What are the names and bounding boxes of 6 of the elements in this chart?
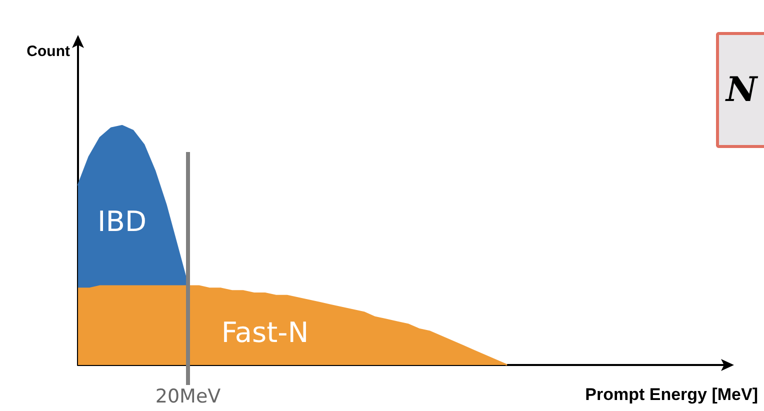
- text: N: [716, 32, 764, 148]
- series-label: IBD: [97, 204, 147, 238]
- x-axis-title: Prompt Energy [MeV]: [585, 385, 758, 404]
- series-label: Fast-N: [221, 316, 309, 350]
- text: 20MeV: [155, 386, 221, 408]
- y-axis-title: Count: [26, 43, 70, 60]
